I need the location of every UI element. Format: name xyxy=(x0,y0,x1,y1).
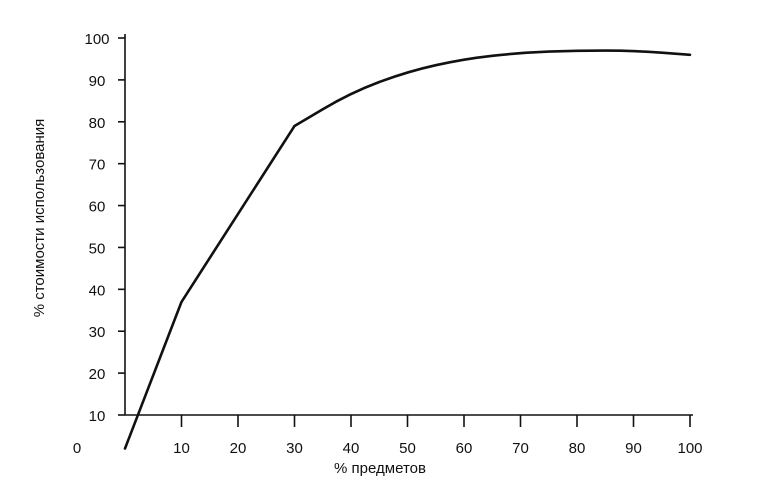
x-tick-label: 50 xyxy=(399,440,416,457)
y-tick-label: 40 xyxy=(89,282,106,299)
x-tick-label: 60 xyxy=(456,440,473,457)
y-tick-label: 50 xyxy=(89,240,106,257)
y-tick-label: 60 xyxy=(89,199,106,216)
y-tick-label: 30 xyxy=(89,324,106,341)
y-tick-label: 10 xyxy=(89,408,106,425)
x-tick-label: 30 xyxy=(286,440,303,457)
y-ticks: 10 20 30 40 50 60 70 80 90 100 xyxy=(84,31,125,425)
axes xyxy=(124,34,693,416)
x-tick-label: 40 xyxy=(343,440,360,457)
y-tick-label: 20 xyxy=(89,366,106,383)
x-axis-title: % предметов xyxy=(334,460,426,477)
y-axis-title: % стоимости использования xyxy=(31,119,48,318)
series-line xyxy=(123,49,692,450)
x-ticks: 10 20 30 40 50 60 70 80 90 100 xyxy=(173,415,703,457)
x-tick-label: 90 xyxy=(625,440,642,457)
x-tick-label: 80 xyxy=(569,440,586,457)
y-tick-label: 70 xyxy=(89,157,106,174)
origin-label: 0 xyxy=(73,440,81,457)
x-tick-label: 70 xyxy=(512,440,529,457)
x-tick-label: 10 xyxy=(173,440,190,457)
x-tick-label: 100 xyxy=(677,440,702,457)
y-tick-label: 90 xyxy=(89,73,106,90)
y-tick-label: 100 xyxy=(84,31,109,48)
x-tick-label: 20 xyxy=(230,440,247,457)
y-tick-label: 80 xyxy=(89,115,106,132)
